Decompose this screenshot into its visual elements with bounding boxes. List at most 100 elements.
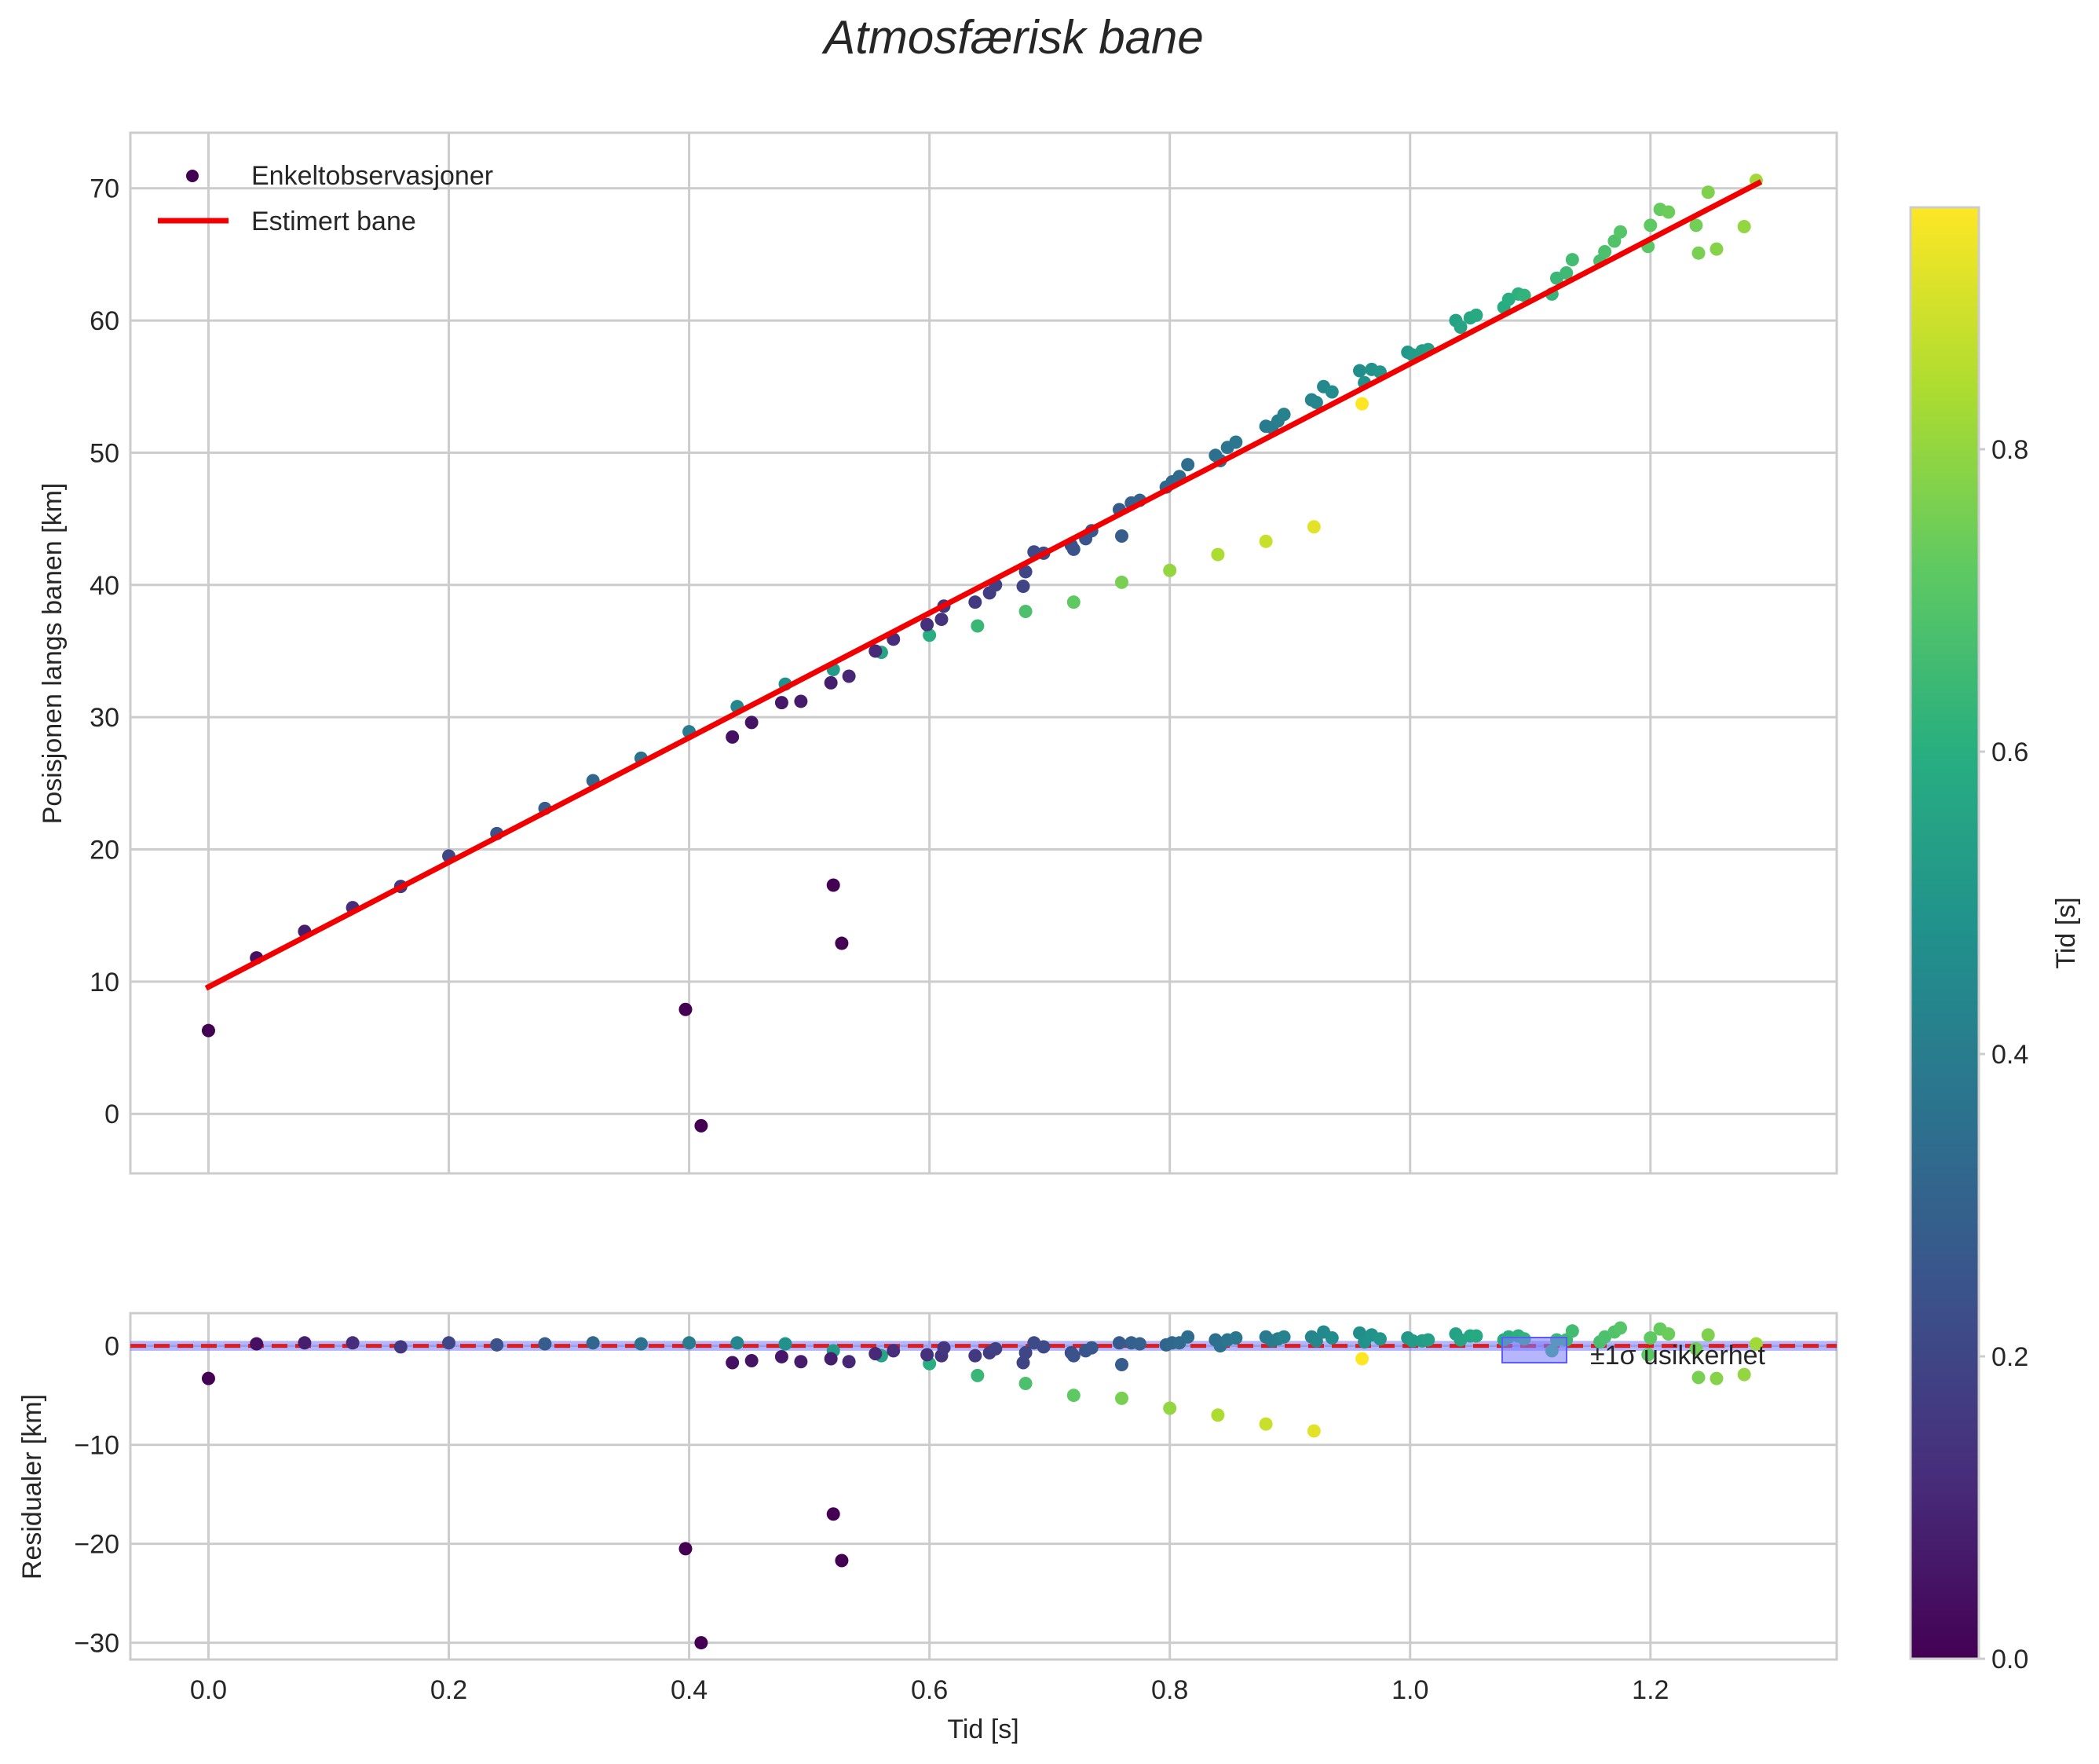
colorbar-tick-label: 0.0 <box>1991 1645 2028 1674</box>
residual-point <box>538 1337 552 1351</box>
top-tick-labels: 0 10 20 30 40 50 60 70 <box>90 174 119 1130</box>
observation-point <box>1689 218 1703 232</box>
residual-point <box>346 1336 360 1350</box>
residual-point <box>1084 1341 1099 1355</box>
observation-point <box>1259 534 1273 548</box>
residual-y-tick-label: −20 <box>74 1530 119 1560</box>
residual-plot-frame <box>129 1312 1838 1661</box>
observation-point <box>1277 408 1291 422</box>
observation-point <box>1352 364 1366 378</box>
residual-point <box>1066 1389 1081 1403</box>
observation-point <box>1018 565 1033 579</box>
residual-point <box>1211 1408 1225 1422</box>
residual-point <box>744 1353 759 1367</box>
colorbar-tick-label: 0.2 <box>1991 1342 2028 1372</box>
legend-label-fit-line: Estimert bane <box>251 207 416 236</box>
observation-point <box>1469 308 1483 322</box>
observation-point <box>1309 395 1323 409</box>
residual-point <box>730 1336 744 1350</box>
top-y-tick-label: 60 <box>90 306 119 336</box>
top-y-tick-label: 40 <box>90 571 119 601</box>
residual-point <box>1181 1330 1195 1344</box>
residual-point <box>1018 1376 1033 1390</box>
observation-point <box>1710 242 1724 256</box>
residual-point <box>1469 1329 1483 1343</box>
residual-point <box>586 1336 600 1350</box>
residual-point <box>1614 1321 1628 1335</box>
residual-point <box>1325 1331 1339 1345</box>
residual-point <box>1066 1349 1081 1363</box>
observation-point <box>1307 520 1321 534</box>
x-tick-label: 0.2 <box>430 1675 467 1705</box>
observation-point <box>1598 245 1612 259</box>
residual-point <box>778 1337 792 1351</box>
x-tick-label: 1.2 <box>1632 1675 1669 1705</box>
top-plot-frame <box>129 131 1838 1175</box>
residual-point <box>393 1340 408 1354</box>
residual-point <box>774 1349 788 1363</box>
observation-point <box>1018 604 1033 618</box>
residual-point <box>1701 1328 1715 1342</box>
top-legend: Enkeltobservasjoner Estimert bane <box>158 161 493 236</box>
residual-point <box>1277 1330 1291 1344</box>
observation-point <box>1517 288 1531 302</box>
residual-point <box>1132 1337 1146 1351</box>
residual-point <box>1406 1334 1420 1348</box>
observation-point <box>835 936 849 950</box>
residual-point <box>678 1542 693 1556</box>
colorbar-gradient <box>1911 207 1979 1659</box>
residual-point <box>1749 1337 1763 1351</box>
legend-label-observations: Enkeltobservasjoner <box>251 161 493 191</box>
observation-point <box>968 595 982 609</box>
residual-point <box>1112 1336 1126 1350</box>
residual-point <box>826 1507 840 1521</box>
observation-point <box>1229 435 1243 449</box>
residual-point <box>868 1347 883 1361</box>
residual-point <box>634 1337 648 1351</box>
top-y-tick-label: 70 <box>90 174 119 204</box>
observation-point <box>1163 563 1177 577</box>
observation-point <box>1211 547 1225 562</box>
colorbar-tick-label: 0.6 <box>1991 737 2028 767</box>
estimated-trajectory-line <box>204 179 1763 991</box>
observation-point <box>923 628 937 642</box>
observation-point <box>868 644 883 658</box>
residual-point <box>1229 1331 1243 1345</box>
residual-point <box>1421 1333 1435 1347</box>
residual-point <box>1114 1358 1128 1372</box>
residual-point <box>1259 1417 1273 1431</box>
observation-point <box>1565 253 1579 267</box>
residual-point <box>824 1352 838 1366</box>
residual-point <box>971 1368 985 1382</box>
observation-point <box>744 715 759 730</box>
residual-legend: ±1σ usikkerhet <box>1501 1337 1766 1371</box>
observation-point <box>842 669 856 683</box>
residual-point <box>1565 1324 1579 1338</box>
residual-point <box>1373 1332 1387 1346</box>
residual-point <box>1710 1371 1724 1385</box>
top-y-tick-label: 20 <box>90 836 119 866</box>
residual-point <box>1309 1334 1323 1348</box>
colorbar: 0.0 0.2 0.4 0.6 0.8 Tid [s] <box>1909 206 2081 1674</box>
observation-point <box>1737 220 1751 234</box>
observation-point <box>1325 385 1339 399</box>
residual-point <box>1662 1327 1676 1341</box>
colorbar-tick-labels: 0.0 0.2 0.4 0.6 0.8 <box>1979 435 2028 1674</box>
observation-point <box>726 730 740 744</box>
chart-title: Atmosfærisk bane <box>821 11 1204 64</box>
residual-point <box>201 1371 215 1385</box>
observation-point <box>1181 458 1195 472</box>
observation-point <box>1066 595 1081 609</box>
top-observation-points <box>201 174 1763 1133</box>
observation-point <box>678 1002 693 1016</box>
observation-point <box>1114 529 1128 543</box>
observation-point <box>1355 397 1369 411</box>
colorbar-tick-label: 0.8 <box>1991 435 2028 465</box>
colorbar-frame <box>1909 206 1980 1660</box>
observation-point <box>1454 320 1468 334</box>
residual-point <box>1163 1401 1177 1415</box>
residual-point <box>694 1636 708 1650</box>
residual-panel: 0.0 0.2 0.4 0.6 0.8 1.0 1.2 0 −10 −20 −30 ±1σ usik… <box>17 1312 1838 1744</box>
residual-point <box>1689 1341 1703 1356</box>
observation-point <box>694 1118 708 1133</box>
